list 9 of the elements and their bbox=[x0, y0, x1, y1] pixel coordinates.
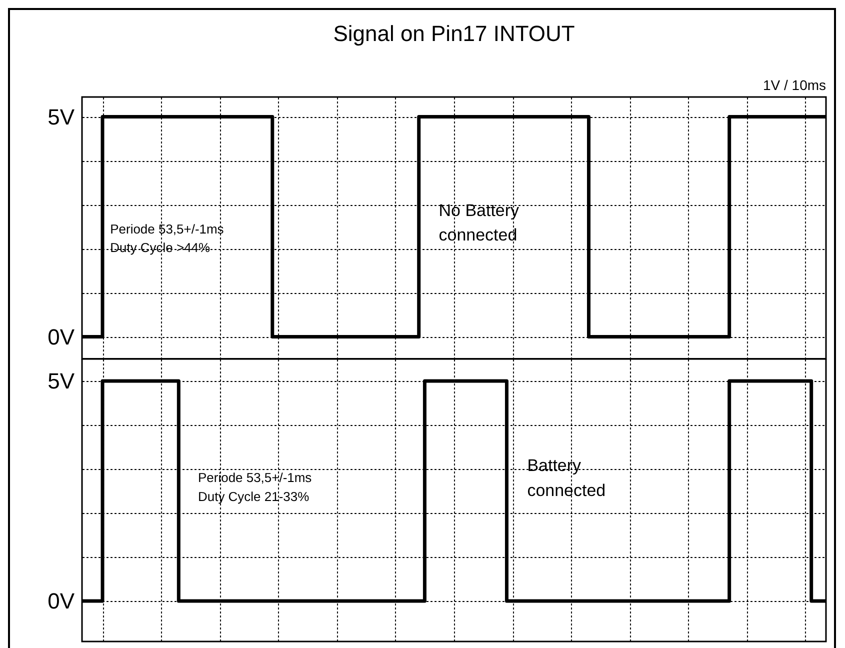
annotation: No Battery connected bbox=[438, 200, 520, 244]
chart-title: Signal on Pin17 INTOUT bbox=[333, 21, 575, 46]
text: 1V / 10ms bbox=[763, 77, 826, 93]
annotation: Periode 53,5+/-1ms Duty Cycle 21-33% bbox=[198, 470, 312, 504]
annotation: Battery connected bbox=[527, 456, 606, 500]
y-tick-label: 5V bbox=[48, 104, 75, 130]
y-tick-label: 5V bbox=[48, 368, 75, 394]
y-tick-label: 0V bbox=[48, 588, 75, 614]
y-tick-label: 0V bbox=[48, 324, 75, 350]
